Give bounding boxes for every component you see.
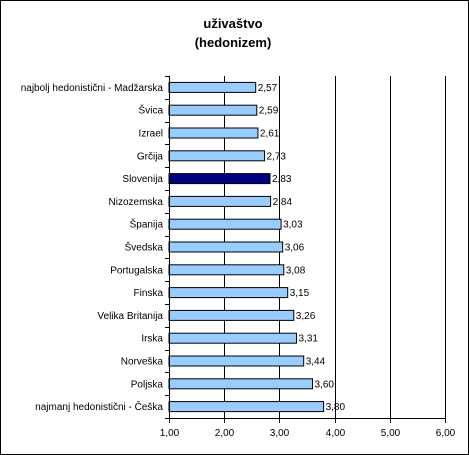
data-label: 2,61 [260,129,280,140]
data-label: 3,08 [286,265,306,276]
category-label: Portugalska [110,265,163,276]
category-label: Grčija [137,151,164,162]
x-tick-label: 3,00 [270,428,290,439]
bar [168,264,285,276]
bars-group [168,81,325,413]
data-label: 3,31 [299,334,319,345]
labels-group: najbolj hedonistični - Madžarska 2,57 Švic… [21,83,456,439]
category-label: Finska [134,288,164,299]
bar [168,81,257,93]
bar [168,401,325,413]
category-label: najmanj hedonistični - Češka [35,400,163,413]
x-tick-label: 6,00 [436,428,456,439]
data-label: 3,80 [326,402,346,413]
data-label: 3,26 [296,311,316,322]
bar [168,195,272,207]
category-label: Norveška [121,357,164,368]
category-label: Španija [130,218,164,231]
category-label: Švica [139,104,164,117]
chart-subtitle: (hedonizem) [195,35,272,50]
bar [168,309,295,321]
bar [168,378,313,390]
category-label: Nizozemska [109,197,164,208]
data-label: 2,73 [267,151,287,162]
bar [168,127,259,139]
chart-title: uživaštvo [203,16,262,31]
x-tick-label: 1,00 [160,428,180,439]
bar [168,287,289,299]
axes [165,76,446,423]
x-tick-label: 4,00 [326,428,346,439]
data-label: 3,15 [290,288,310,299]
category-label: najbolj hedonistični - Madžarska [21,83,164,94]
category-label: Izrael [139,129,163,140]
bar [168,218,282,230]
bar [168,241,284,253]
category-label: Poljska [131,379,164,390]
bar [168,173,271,185]
data-label: 2,83 [272,174,292,185]
bar [168,150,265,162]
category-label: Irska [141,334,163,345]
bar [168,104,258,116]
data-label: 3,60 [315,379,335,390]
data-label: 3,03 [283,220,303,231]
bar [168,332,297,344]
bar [168,355,305,367]
category-label: Švedska [125,241,164,254]
data-label: 3,06 [285,243,305,254]
x-tick-label: 2,00 [215,428,235,439]
x-tick-label: 5,00 [381,428,401,439]
data-label: 2,57 [258,83,278,94]
data-label: 2,59 [259,106,279,117]
data-label: 2,84 [273,197,293,208]
category-label: Slovenija [122,174,163,185]
category-label: Velika Britanija [97,311,163,322]
data-label: 3,44 [306,357,326,368]
